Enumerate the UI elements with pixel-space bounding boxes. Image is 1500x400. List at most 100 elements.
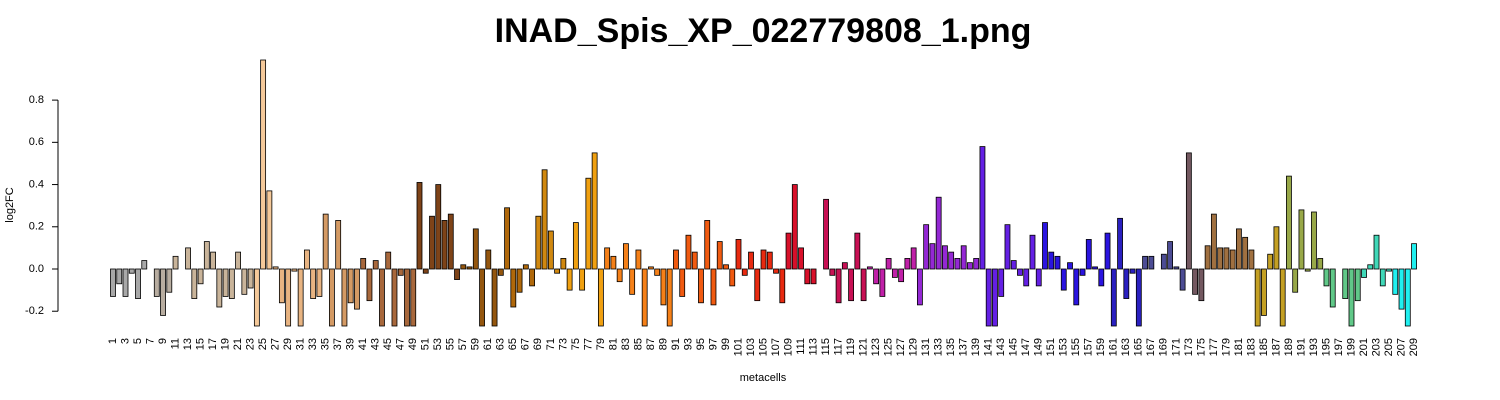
bar xyxy=(253,268,260,327)
bar xyxy=(654,268,661,276)
bar xyxy=(572,222,579,270)
x-tick-label: 93 xyxy=(682,338,694,350)
bar xyxy=(304,249,310,270)
x-tick-label: 61 xyxy=(482,338,494,350)
bar xyxy=(704,220,711,270)
x-tick-label: 169 xyxy=(1158,338,1170,356)
bar xyxy=(241,268,248,295)
x-tick-label: 171 xyxy=(1170,338,1182,356)
x-tick-label: 177 xyxy=(1208,338,1220,356)
bar xyxy=(804,268,811,285)
bar xyxy=(1292,268,1299,293)
x-tick-label: 143 xyxy=(995,338,1007,356)
bar xyxy=(110,268,116,297)
x-tick-label: 7 xyxy=(144,338,156,344)
bar xyxy=(472,228,479,270)
y-tick-label: 0.8 xyxy=(29,94,44,106)
x-tick-label: 29 xyxy=(282,338,294,350)
x-tick-label: 159 xyxy=(1095,338,1107,356)
bar xyxy=(948,251,955,270)
bar xyxy=(616,268,623,283)
bar xyxy=(760,249,767,270)
x-tick-label: 107 xyxy=(770,338,782,356)
x-tick-label: 69 xyxy=(532,338,544,350)
x-tick-label: 41 xyxy=(357,338,369,350)
bar xyxy=(1042,222,1048,270)
bar xyxy=(1267,253,1274,270)
bar xyxy=(272,266,279,270)
x-tick-label: 193 xyxy=(1308,338,1320,356)
bar xyxy=(641,268,648,327)
bar xyxy=(516,268,523,293)
x-tick-label: 53 xyxy=(432,338,444,350)
bar xyxy=(360,258,367,270)
bar xyxy=(1179,268,1186,291)
x-tick-label: 81 xyxy=(607,338,619,350)
x-tick-label: 167 xyxy=(1145,338,1157,356)
bar xyxy=(1092,266,1098,270)
bar xyxy=(1261,268,1267,316)
bar xyxy=(1298,209,1305,270)
x-tick-label: 173 xyxy=(1183,338,1195,356)
bar xyxy=(1017,268,1023,276)
bar xyxy=(1098,268,1105,287)
x-tick-label: 25 xyxy=(257,338,269,350)
x-tick-label: 9 xyxy=(157,338,169,344)
x-tick-label: 45 xyxy=(382,338,394,350)
x-tick-label: 153 xyxy=(1058,338,1070,356)
x-tick-label: 87 xyxy=(645,338,657,350)
bar xyxy=(291,268,298,272)
bar xyxy=(1242,236,1249,270)
x-tick-label: 57 xyxy=(457,338,469,350)
bar xyxy=(942,245,948,270)
chart-title: INAD_Spis_XP_022779808_1.png xyxy=(495,12,1032,50)
x-tick-label: 199 xyxy=(1345,338,1357,356)
x-tick-label: 165 xyxy=(1133,338,1145,356)
y-tick-label: 0.4 xyxy=(29,178,44,190)
bar xyxy=(785,232,792,270)
x-tick-label: 189 xyxy=(1283,338,1295,356)
bar xyxy=(485,249,492,270)
x-tick-label: 17 xyxy=(207,338,219,350)
bar xyxy=(1229,249,1236,270)
x-tick-label: 49 xyxy=(407,338,419,350)
bar xyxy=(541,169,548,270)
x-tick-label: 51 xyxy=(420,338,432,350)
bar xyxy=(1404,268,1411,327)
bar xyxy=(916,268,923,306)
x-tick-label: 19 xyxy=(219,338,231,350)
bar xyxy=(823,198,829,270)
bar xyxy=(854,232,861,270)
bar xyxy=(366,268,373,302)
bar xyxy=(1398,268,1405,310)
bar xyxy=(228,268,235,299)
x-tick-label: 113 xyxy=(807,338,819,356)
x-tick-label: 33 xyxy=(307,338,319,350)
bar xyxy=(341,268,348,327)
x-tick-label: 155 xyxy=(1070,338,1082,356)
bar xyxy=(297,268,304,327)
bar xyxy=(479,268,485,327)
x-tick-label: 73 xyxy=(557,338,569,350)
x-tick-label: 125 xyxy=(883,338,895,356)
bar xyxy=(1173,266,1180,270)
bar xyxy=(454,268,460,280)
x-tick-label: 205 xyxy=(1383,338,1395,356)
bar xyxy=(1329,268,1336,308)
bar xyxy=(397,268,404,276)
bar xyxy=(1142,255,1148,270)
bar xyxy=(235,251,242,270)
bar xyxy=(879,268,886,297)
bar xyxy=(385,251,392,270)
x-tick-label: 145 xyxy=(1008,338,1020,356)
x-tick-label: 135 xyxy=(945,338,957,356)
bar xyxy=(197,268,204,285)
bar xyxy=(1073,268,1080,306)
x-tick-label: 207 xyxy=(1395,338,1407,356)
bar xyxy=(529,268,535,287)
bar xyxy=(648,266,654,270)
bar xyxy=(372,260,379,270)
bar xyxy=(329,268,335,327)
bar xyxy=(391,268,398,327)
bar xyxy=(973,258,980,270)
